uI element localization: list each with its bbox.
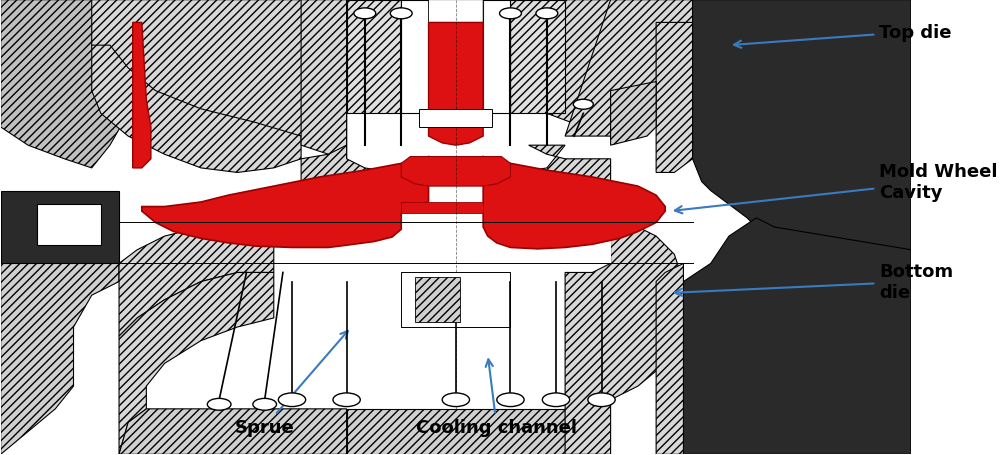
Circle shape: [390, 9, 412, 20]
Polygon shape: [682, 218, 910, 454]
Polygon shape: [483, 157, 664, 249]
Polygon shape: [119, 223, 274, 336]
Text: Mold Wheel
Cavity: Mold Wheel Cavity: [674, 163, 997, 214]
Polygon shape: [91, 46, 301, 173]
Circle shape: [354, 9, 376, 20]
Polygon shape: [655, 23, 691, 173]
Polygon shape: [1, 264, 119, 454]
Circle shape: [333, 393, 360, 407]
Polygon shape: [655, 264, 682, 454]
Polygon shape: [428, 1, 483, 137]
Polygon shape: [301, 146, 401, 228]
Polygon shape: [510, 1, 564, 114]
Polygon shape: [564, 228, 682, 454]
Polygon shape: [119, 273, 274, 454]
Polygon shape: [401, 157, 510, 187]
Polygon shape: [301, 1, 347, 159]
Polygon shape: [37, 205, 101, 246]
Circle shape: [573, 100, 593, 110]
Polygon shape: [91, 1, 347, 146]
Polygon shape: [419, 110, 492, 128]
Polygon shape: [564, 1, 691, 137]
Polygon shape: [428, 23, 483, 146]
Polygon shape: [415, 278, 460, 323]
Polygon shape: [347, 1, 401, 114]
Circle shape: [535, 9, 557, 20]
Polygon shape: [691, 1, 910, 250]
Polygon shape: [347, 409, 564, 454]
Circle shape: [279, 393, 306, 407]
Circle shape: [542, 393, 569, 407]
Polygon shape: [141, 157, 428, 248]
Polygon shape: [401, 273, 510, 327]
Circle shape: [587, 393, 614, 407]
Circle shape: [253, 399, 277, 410]
Circle shape: [442, 393, 469, 407]
Polygon shape: [474, 1, 610, 137]
Polygon shape: [610, 82, 655, 146]
Text: Top die: Top die: [733, 24, 951, 49]
Polygon shape: [401, 1, 428, 114]
Polygon shape: [132, 23, 150, 168]
Polygon shape: [401, 202, 483, 214]
Circle shape: [496, 393, 524, 407]
Text: Cooling channel: Cooling channel: [416, 359, 577, 436]
Polygon shape: [119, 409, 347, 454]
Circle shape: [499, 9, 521, 20]
Polygon shape: [1, 1, 128, 168]
Text: Sprue: Sprue: [234, 331, 348, 436]
Text: Bottom
die: Bottom die: [674, 263, 952, 301]
Polygon shape: [483, 1, 510, 114]
Circle shape: [207, 399, 230, 410]
Polygon shape: [492, 1, 564, 114]
Polygon shape: [1, 191, 119, 264]
Polygon shape: [510, 146, 610, 228]
Polygon shape: [301, 223, 610, 264]
